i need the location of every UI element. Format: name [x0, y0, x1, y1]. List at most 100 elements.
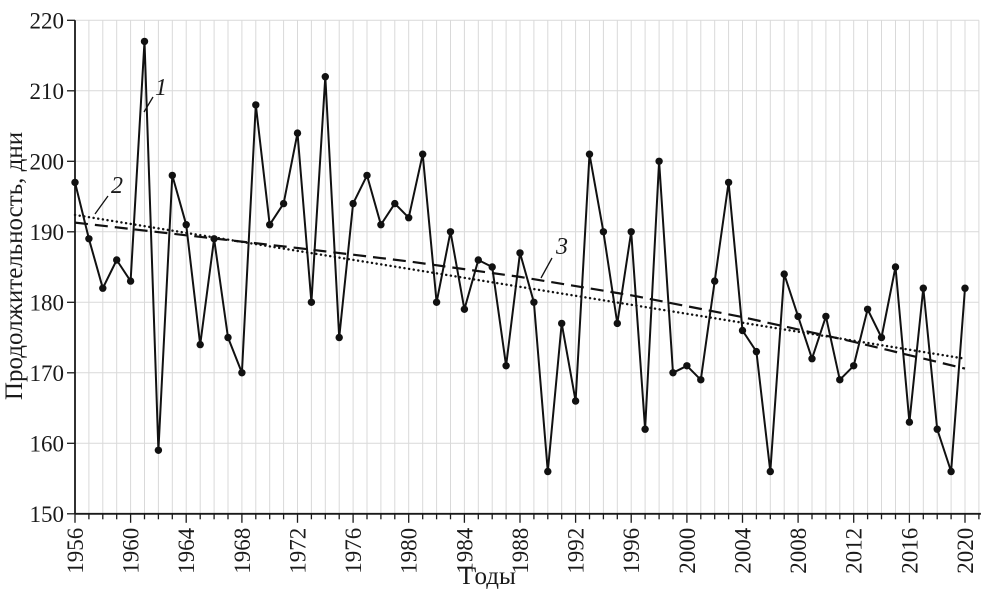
x-tick-label: 1976	[341, 528, 366, 574]
data-point-marker	[335, 333, 343, 342]
x-tick-label: 2012	[842, 528, 867, 574]
data-point-marker	[279, 199, 288, 208]
data-point-marker	[530, 298, 538, 306]
data-point-marker	[585, 150, 594, 158]
data-point-marker	[808, 355, 816, 363]
data-point-marker	[683, 362, 691, 370]
data-point-marker	[516, 249, 524, 257]
data-point-marker	[919, 284, 927, 292]
x-tick-label: 1992	[564, 528, 589, 574]
data-point-marker	[419, 150, 427, 158]
x-axis-title: Годы	[462, 563, 516, 590]
data-point-marker	[154, 446, 163, 454]
data-point-marker	[432, 298, 441, 306]
data-point-marker	[266, 221, 274, 229]
axes: 1956 1960 1964 1968 1972 1976 1980 1984 1988 1992…	[30, 8, 981, 574]
x-tick-label: 2020	[953, 528, 978, 574]
x-tick-label: 1972	[286, 528, 311, 574]
data-point-marker	[460, 305, 469, 313]
data-point-marker	[446, 228, 455, 236]
data-point-marker	[822, 312, 830, 321]
data-point-marker	[711, 277, 719, 285]
data-point-marker	[196, 340, 204, 349]
data-point-marker	[655, 157, 663, 165]
data-point-marker	[863, 305, 872, 313]
data-point-marker	[780, 270, 788, 278]
y-tick-label: 210	[30, 79, 65, 104]
data-point-marker	[905, 418, 914, 426]
annotation-leader-2	[94, 195, 109, 215]
data-point-marker	[613, 319, 621, 328]
y-axis-title: Продолжительность, дни	[1, 132, 28, 400]
data-point-marker	[738, 326, 747, 335]
data-point-marker	[85, 235, 93, 243]
data-point-marker	[238, 369, 246, 377]
x-tick-label: 2000	[675, 528, 700, 574]
annotation-leader-1	[143, 96, 154, 113]
data-point-marker	[252, 101, 260, 109]
data-point-marker	[697, 376, 705, 384]
y-tick-label: 170	[30, 361, 65, 386]
y-tick-label: 220	[30, 8, 65, 33]
data-point-marker	[71, 178, 79, 187]
data-point-marker	[502, 362, 510, 370]
x-tick-label: 1996	[619, 528, 644, 574]
data-point-marker	[474, 256, 482, 264]
data-point-marker	[933, 425, 941, 433]
y-tick-label: 180	[30, 290, 65, 315]
data-point-marker	[877, 333, 886, 342]
data-point-marker	[293, 129, 302, 137]
data-point-marker	[321, 73, 329, 81]
data-point-marker	[140, 37, 149, 46]
data-point-marker	[627, 228, 635, 236]
data-point-marker	[349, 199, 357, 208]
data-point-marker	[850, 362, 858, 370]
data-series-markers	[71, 37, 969, 476]
series-label-1: 1	[155, 75, 167, 101]
x-tick-label: 1988	[508, 528, 533, 574]
data-point-marker	[794, 312, 802, 321]
x-tick-label: 1968	[230, 528, 255, 574]
data-point-marker	[391, 199, 399, 208]
data-point-marker	[766, 467, 774, 476]
data-point-marker	[99, 284, 107, 292]
x-tick-label: 2004	[731, 527, 756, 574]
data-point-marker	[224, 333, 232, 342]
data-point-marker	[599, 228, 608, 236]
data-point-marker	[488, 263, 496, 271]
x-tick-label: 1980	[397, 528, 422, 574]
data-point-marker	[947, 467, 955, 476]
series	[71, 37, 969, 476]
y-tick-label: 200	[30, 149, 65, 174]
series-label-2: 2	[111, 173, 123, 199]
series-label-3: 3	[555, 234, 568, 260]
data-point-marker	[669, 369, 677, 377]
y-tick-label: 150	[30, 502, 65, 527]
data-point-marker	[891, 263, 900, 271]
x-tick-label: 1964	[174, 527, 199, 574]
x-tick-label: 2008	[786, 528, 811, 574]
x-tick-label: 1960	[119, 528, 144, 574]
data-point-marker	[752, 347, 761, 356]
data-point-marker	[641, 425, 649, 433]
data-point-marker	[544, 467, 552, 476]
annotation-leader-3	[540, 257, 553, 279]
data-point-marker	[961, 284, 969, 292]
data-point-marker	[724, 178, 733, 187]
y-tick-label: 190	[30, 220, 65, 245]
trend-line-3	[74, 221, 966, 370]
data-point-marker	[126, 277, 135, 285]
x-tick-label: 2016	[897, 528, 922, 574]
y-tick-label: 160	[30, 431, 65, 456]
x-tick-label: 1956	[63, 528, 88, 574]
data-point-marker	[168, 171, 176, 180]
data-point-marker	[363, 171, 371, 180]
data-point-marker	[113, 256, 121, 264]
data-point-marker	[307, 298, 316, 306]
data-point-marker	[836, 376, 844, 384]
x-tick-label: 1984	[452, 527, 477, 574]
data-point-marker	[558, 319, 566, 328]
data-point-marker	[182, 221, 190, 229]
